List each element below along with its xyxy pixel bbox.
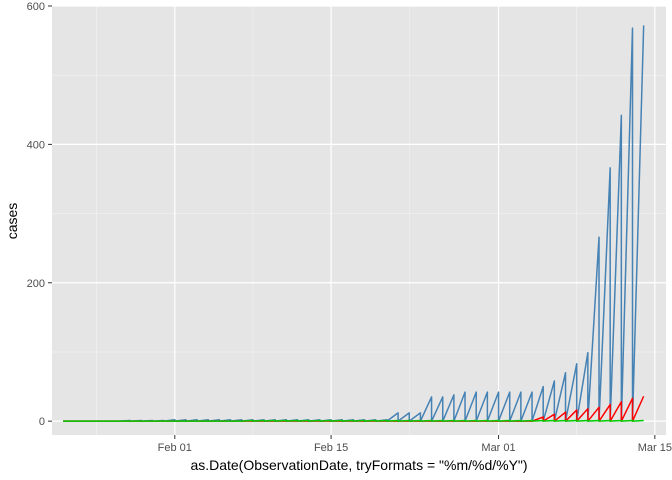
y-tick-label: 400 [27, 139, 45, 151]
y-tick-label: 0 [39, 416, 45, 428]
x-tick-label: Feb 15 [314, 442, 348, 454]
series-line-2 [63, 419, 644, 422]
x-axis-ticks: Feb 01 Feb 15 Mar 01 Mar 15 [158, 435, 672, 454]
minor-gridlines [52, 6, 666, 435]
series-layer [63, 25, 645, 422]
y-axis-title: cases [4, 203, 20, 240]
x-axis-title: as.Date(ObservationDate, tryFormats = "%… [190, 457, 527, 473]
y-axis-ticks: 0 200 400 600 [27, 1, 52, 428]
x-tick-label: Mar 15 [638, 442, 672, 454]
y-tick-label: 600 [27, 1, 45, 13]
y-tick-label: 200 [27, 278, 45, 290]
plot-panel [52, 6, 666, 435]
x-tick-label: Feb 01 [158, 442, 192, 454]
x-tick-label: Mar 01 [481, 442, 515, 454]
